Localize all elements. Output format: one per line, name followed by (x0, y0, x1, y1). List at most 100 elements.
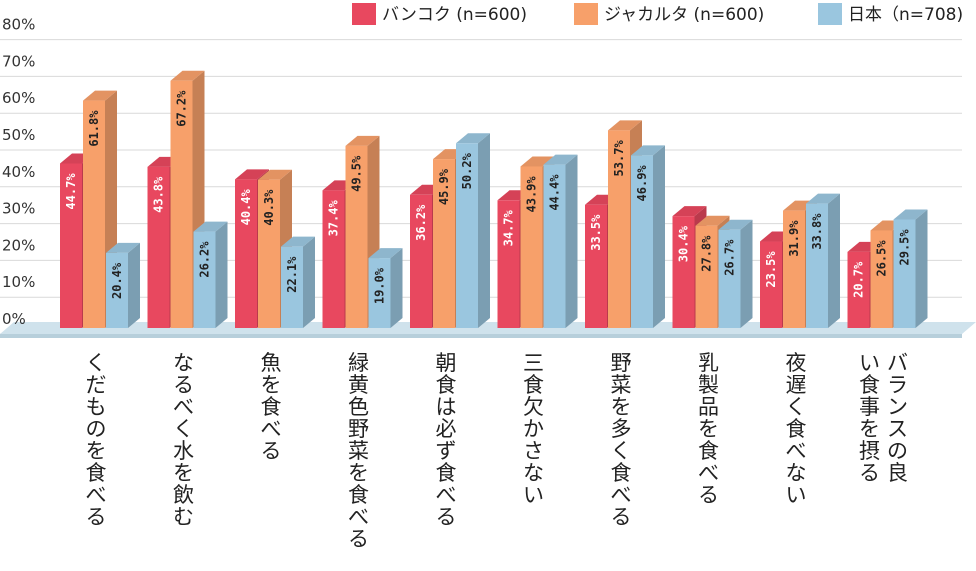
data-label: 27.8% (700, 235, 714, 272)
data-label: 45.9% (437, 168, 451, 205)
legend-item: バンコク (n=600) (352, 3, 527, 25)
bar-front (345, 145, 368, 328)
bar-top (368, 248, 403, 259)
data-label: 26.2% (198, 241, 212, 278)
bar-top (456, 133, 490, 144)
category-label: 良 (887, 461, 908, 485)
bar-front (281, 246, 303, 328)
category-label: 必 (436, 417, 457, 441)
category-label: を (173, 461, 194, 485)
category-label: る (859, 461, 880, 485)
category-label: ず (436, 439, 457, 463)
data-label: 26.7% (723, 239, 737, 276)
category-label: 遅 (786, 373, 807, 397)
category-label: 夜 (786, 351, 807, 375)
legend-label: バンコク (n=600) (382, 5, 527, 25)
category-label: 食 (348, 483, 369, 507)
category-label: 飲 (173, 483, 194, 507)
category-label: 魚 (261, 351, 282, 375)
category-label: さ (523, 439, 544, 463)
bar-side (390, 248, 403, 328)
category-label: る (698, 483, 719, 507)
category-label: 食 (261, 395, 282, 419)
data-label: 40.3% (262, 189, 276, 226)
bar-front (456, 143, 478, 328)
category-label: 緑 (348, 351, 369, 375)
bar-top (672, 206, 707, 217)
category-label: 多 (611, 417, 632, 441)
y-axis-ticks: 0% 10% 20% 30% 40% 50% 60% 70% 80% (2, 16, 35, 328)
category-label: を (261, 373, 282, 397)
category-label: の (887, 439, 908, 463)
data-label: 43.9% (525, 176, 539, 213)
category-label: 食 (698, 439, 719, 463)
category-label: く (173, 417, 194, 441)
y-tick-label: 30% (2, 200, 35, 218)
category-label: く (611, 439, 632, 463)
bar-front (608, 130, 630, 328)
category-label: 水 (173, 439, 194, 463)
category-label: る (261, 439, 282, 463)
data-label: 20.4% (110, 262, 124, 299)
bar-front (783, 210, 805, 328)
category-label: 乳 (698, 351, 719, 375)
bar-top (718, 219, 753, 230)
category-label: べ (348, 505, 369, 529)
category-label: 欠 (523, 395, 544, 419)
category-label: を (348, 461, 369, 485)
category-label: る (436, 505, 457, 529)
category-label: な (173, 351, 194, 375)
category-label: か (523, 417, 544, 441)
bar-top (695, 215, 730, 226)
bar-front (410, 194, 432, 328)
category-label: 品 (698, 395, 719, 419)
bar-front (718, 229, 741, 328)
y-tick-label: 60% (2, 89, 35, 107)
bar-side (653, 145, 665, 328)
category-label: べ (86, 483, 107, 507)
bar-top (235, 169, 269, 180)
category-label: を (859, 417, 880, 441)
bar-top (106, 242, 140, 253)
bar-front (806, 203, 828, 328)
category-label: べ (611, 483, 632, 507)
category-label: を (611, 395, 632, 419)
category-label: 菜 (348, 439, 369, 463)
y-tick-label: 50% (2, 126, 35, 144)
category-label: る (173, 373, 194, 397)
bar-front (170, 80, 193, 328)
bar-side (215, 221, 228, 328)
data-label: 49.5% (350, 155, 364, 192)
category-label: の (86, 417, 107, 441)
data-label: 33.5% (589, 214, 603, 251)
bars: 44.7% 61.8% 20.4% 43.8% 67.2% 26.2% 40.4% 40.3%… (60, 70, 928, 329)
bar-top (170, 70, 205, 81)
category-labels: くだものを食べるなるべく水を飲む魚を食べる緑黄色野菜を食べる朝食は必ず食べる三食… (86, 351, 909, 551)
bar-top (631, 145, 665, 156)
bar: 20.4% (106, 242, 140, 328)
category-label: べ (786, 439, 807, 463)
bar-front (235, 179, 257, 328)
bar-front (672, 216, 695, 328)
bar: 46.9% (631, 145, 665, 328)
y-tick-label: 10% (2, 273, 35, 291)
y-tick-label: 40% (2, 163, 35, 181)
data-label: 26.5% (875, 240, 889, 277)
category-label: 色 (348, 395, 369, 419)
category-label: べ (261, 417, 282, 441)
bar: 33.8% (806, 193, 840, 328)
bar-front (631, 155, 653, 328)
data-label: 20.7% (852, 261, 866, 298)
bar-front (543, 164, 566, 328)
bar-front (147, 166, 170, 328)
bar: 26.2% (193, 221, 228, 328)
bar-front (368, 258, 391, 328)
category-label: い (523, 483, 544, 507)
bar-front (497, 200, 520, 328)
category-label: も (86, 395, 107, 419)
bar: 44.4% (543, 154, 578, 328)
bar-front (322, 190, 345, 328)
category-label: る (348, 527, 369, 551)
bar-side (915, 209, 928, 328)
